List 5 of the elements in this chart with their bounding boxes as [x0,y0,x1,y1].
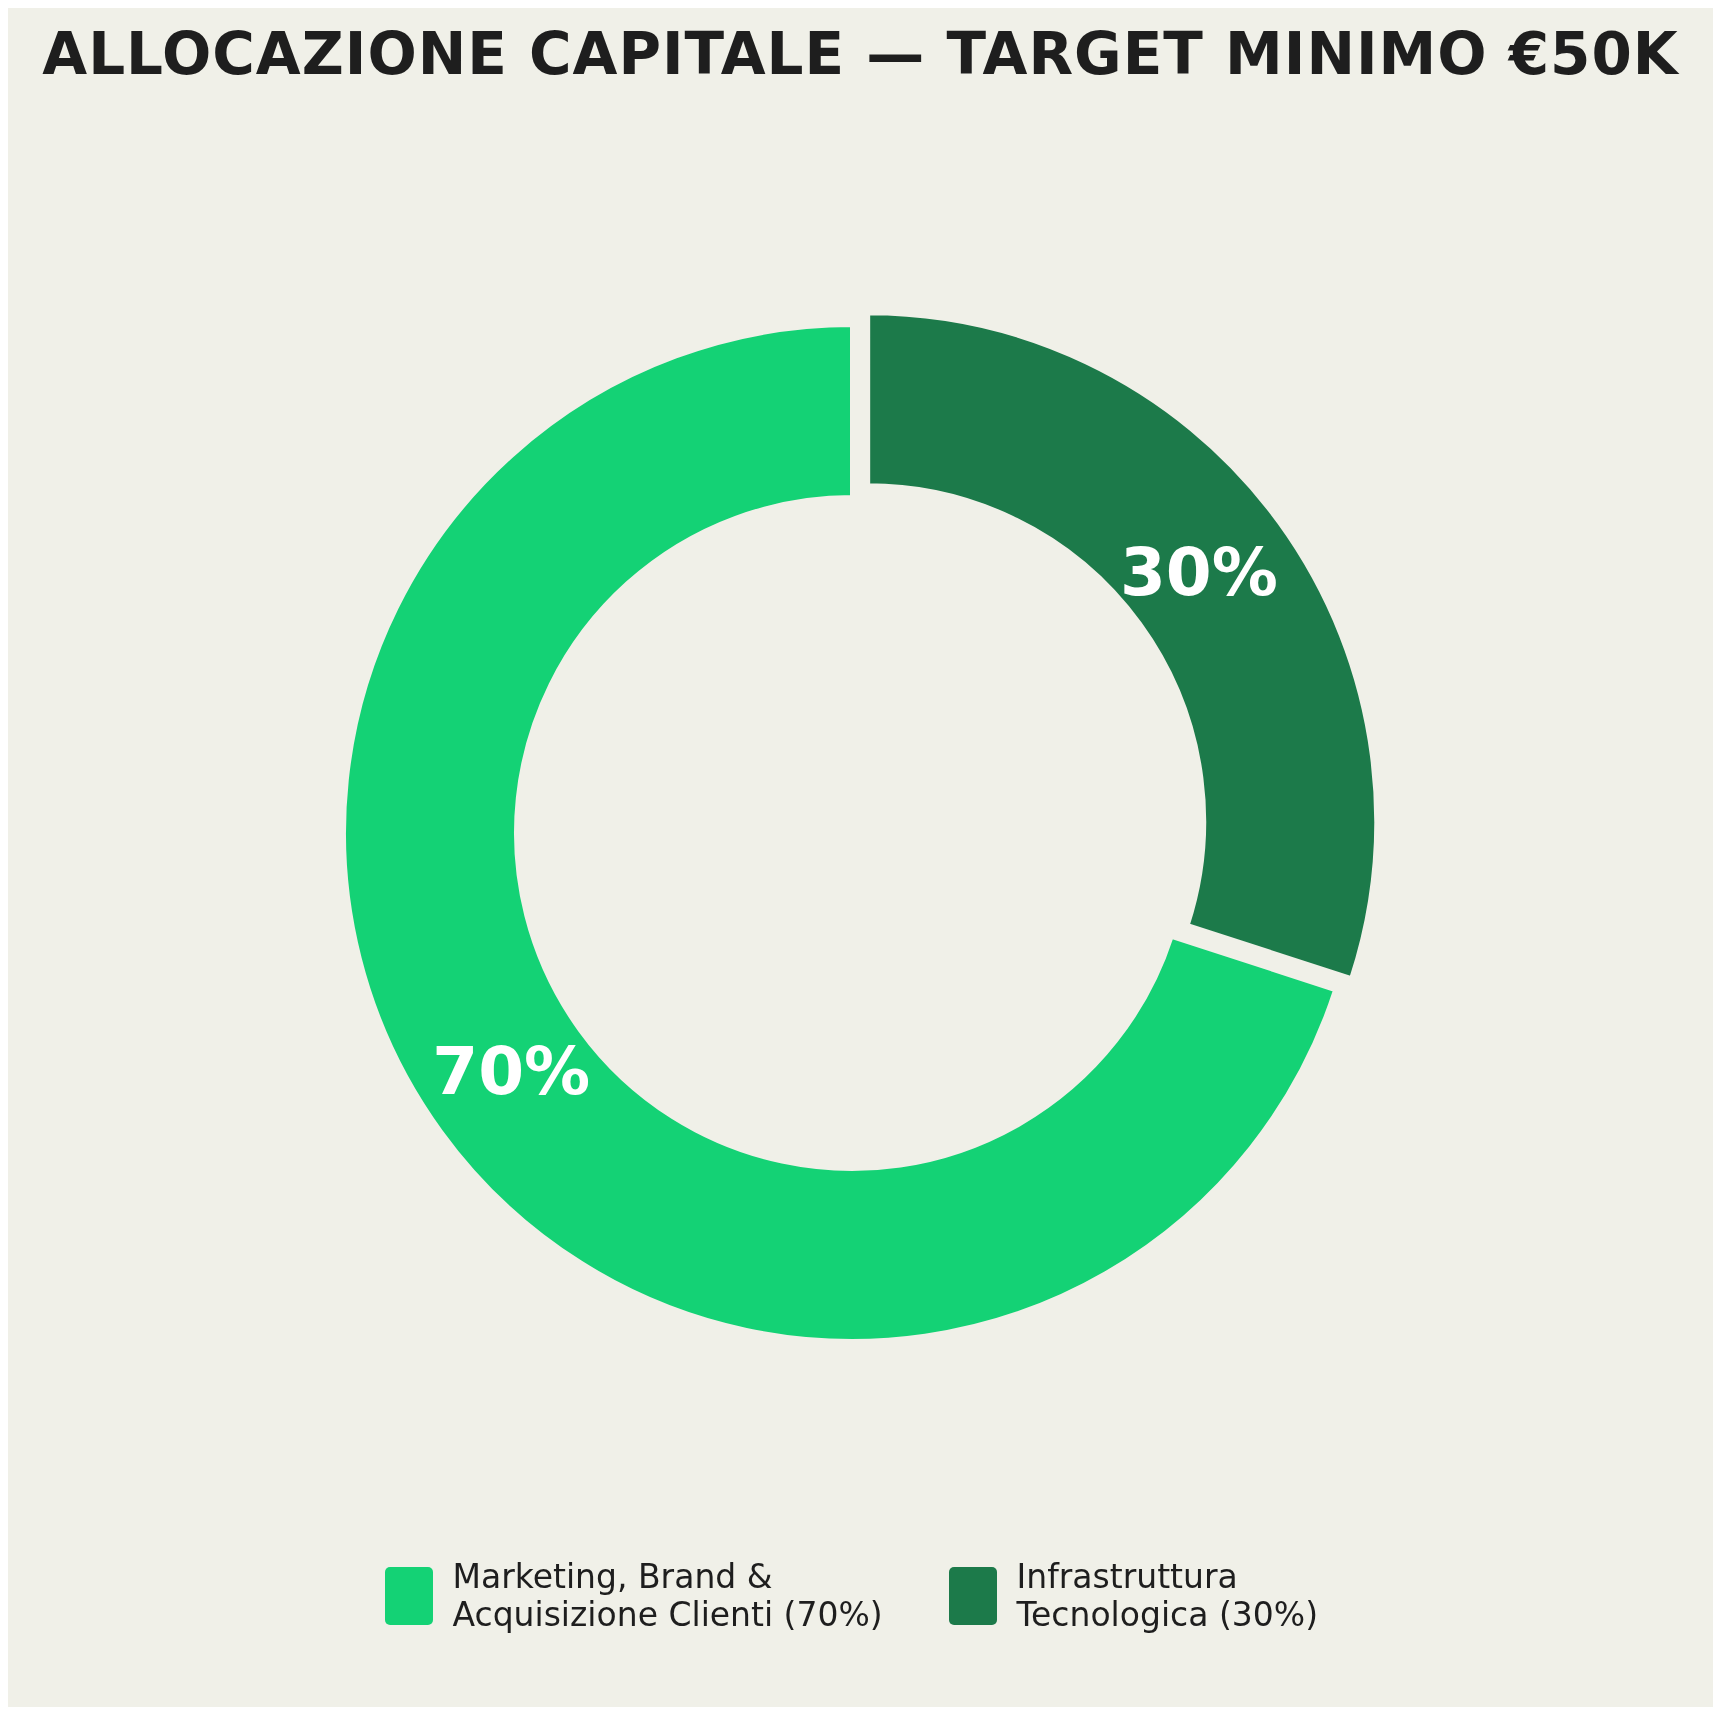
data-label: 70% [432,1033,591,1111]
legend-label: Infrastruttura Tecnologica (30%) [1016,1557,1320,1634]
legend-label: Marketing, Brand & Acquisizione Clienti (70%) [452,1557,884,1634]
chart-title: ALLOCAZIONE CAPITALE — TARGET MINIMO €50K [41,19,1680,88]
data-label: 30% [1119,533,1278,611]
